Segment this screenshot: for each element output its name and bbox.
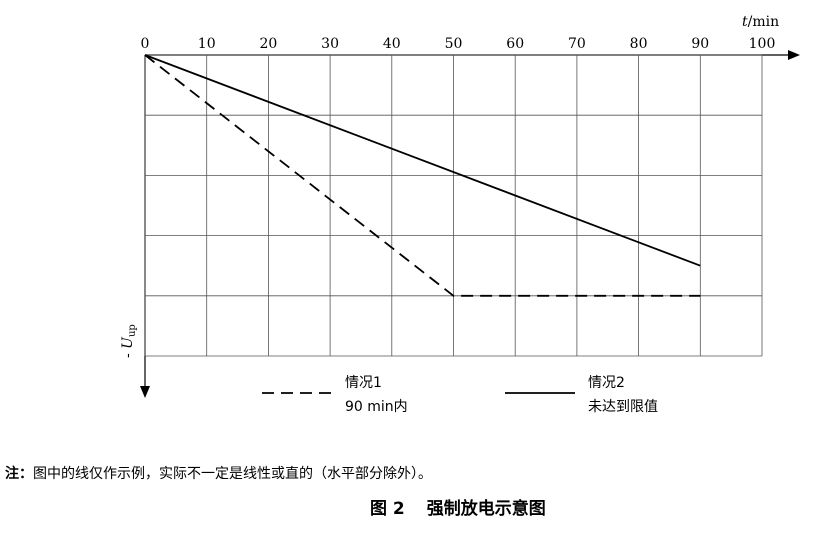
x-label-symbol: t [742,14,748,30]
x-tick-label: 70 [568,36,586,52]
caption-number: 图 2 [370,499,405,519]
x-tick-label: 90 [691,36,709,52]
x-tick-label: 10 [198,36,216,52]
x-axis-label: t/min [742,14,779,30]
legend-label: 情况1 [345,375,382,391]
series-line [144,54,701,267]
series-line [144,54,701,297]
y-axis-label: - Uup [120,324,138,358]
note-prefix: 注： [5,465,33,482]
legend-label: 情况2 [588,375,625,391]
y-label-text: - U [120,336,136,358]
x-tick-label: 30 [321,36,339,52]
x-tick-label: 80 [630,36,648,52]
x-tick-label: 60 [506,36,524,52]
x-arrow [788,50,800,60]
x-tick-label: 100 [749,36,776,52]
x-tick-label: 0 [141,36,150,52]
y-arrow [140,386,150,398]
x-tick-label: 20 [259,36,277,52]
x-tick-label: 50 [445,36,463,52]
caption: 图 2 强制放电示意图 [370,498,546,519]
legend-label: 未达到限值 [588,399,658,415]
x-tick-label: 40 [383,36,401,52]
note-text: 图中的线仅作示例，实际不一定是线性或直的（水平部分除外）。 [33,465,432,482]
legend-label: 90 min内 [345,399,408,415]
caption-title: 强制放电示意图 [427,498,546,519]
x-label-unit: /min [748,14,780,30]
y-label-sub: up [127,324,138,337]
note: 注：图中的线仅作示例，实际不一定是线性或直的（水平部分除外）。 [5,465,432,482]
